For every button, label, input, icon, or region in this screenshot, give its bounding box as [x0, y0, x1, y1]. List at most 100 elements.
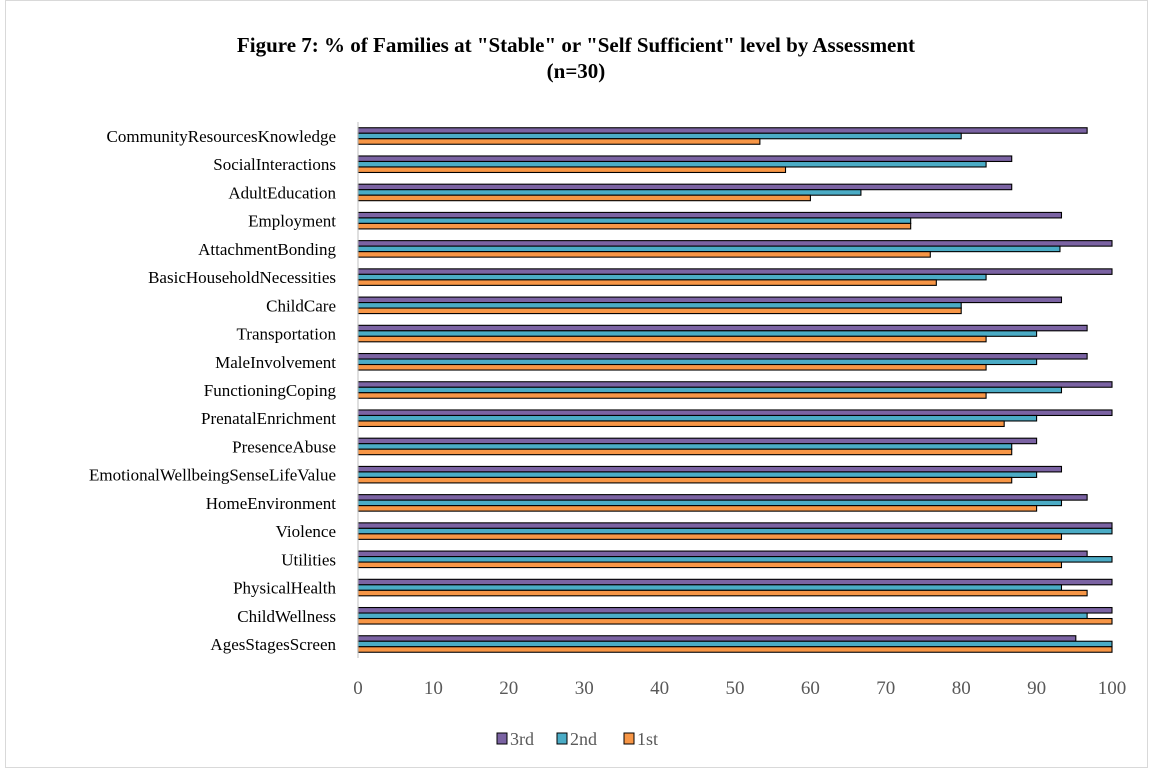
bar-physicalhealth-3rd [357, 578, 1113, 586]
bar-basichouseholdnecessities-1st [357, 279, 937, 286]
bar-violence-3rd [357, 522, 1113, 529]
bar-maleinvolvement-2nd [357, 358, 1038, 366]
bar-basichouseholdnecessities-2nd [357, 273, 987, 281]
bar-childcare-1st [357, 307, 962, 315]
bar-utilities-2nd [357, 556, 1113, 563]
bar-transportation-2nd [357, 330, 1038, 337]
bar-physicalhealth-1st [357, 589, 1088, 597]
x-tick-label-10: 10 [424, 678, 443, 699]
category-labels: CommunityResourcesKnowledge SocialInterac… [89, 127, 336, 654]
category-label-violence: Violence [276, 522, 336, 541]
bar-transportation-3rd [357, 324, 1088, 332]
bar-prenatalenrichment-3rd [357, 409, 1113, 417]
bar-adulteducation-3rd [357, 183, 1013, 191]
bar-childcare-2nd [357, 302, 962, 309]
x-tick-label-50: 50 [726, 678, 745, 699]
category-label-physicalhealth: PhysicalHealth [233, 579, 336, 598]
legend-swatch-3rd [496, 732, 508, 745]
bar-communityresourcesknowledge-1st [357, 138, 761, 145]
bar-childwellness-3rd [357, 606, 1113, 614]
x-tick-labels: 0 10 20 30 40 50 60 70 80 90 100 [353, 678, 1126, 699]
legend-label-1st: 1st [637, 729, 658, 749]
category-label-communityresourcesknowledge: CommunityResourcesKnowledge [107, 127, 336, 146]
category-label-basichouseholdnecessities: BasicHouseholdNecessities [148, 268, 336, 287]
bar-maleinvolvement-1st [357, 363, 987, 371]
bar-emotionalwellbeingsenselifevalue-2nd [357, 471, 1038, 478]
bar-prenatalenrichment-2nd [357, 414, 1038, 422]
legend-swatch-1st [623, 732, 635, 745]
bars-group [357, 127, 1113, 653]
x-tick-label-30: 30 [575, 678, 594, 699]
category-label-employment: Employment [248, 212, 336, 231]
legend-swatch-2nd [556, 732, 568, 745]
bar-violence-1st [357, 533, 1063, 540]
category-label-maleinvolvement: MaleInvolvement [215, 353, 336, 372]
bar-basichouseholdnecessities-3rd [357, 268, 1113, 275]
legend-label-3rd: 3rd [510, 729, 534, 749]
category-label-functioningcoping: FunctioningCoping [204, 381, 337, 400]
bar-childwellness-1st [357, 617, 1113, 625]
bar-agesstagesscreen-2nd [357, 640, 1113, 648]
bar-attachmentbonding-3rd [357, 240, 1113, 247]
category-label-utilities: Utilities [281, 550, 336, 569]
category-label-homeenvironment: HomeEnvironment [206, 494, 337, 513]
bar-communityresourcesknowledge-2nd [357, 132, 962, 140]
category-label-socialinteractions: SocialInteractions [213, 155, 336, 174]
category-label-transportation: Transportation [237, 325, 337, 344]
category-label-agesstagesscreen: AgesStagesScreen [210, 635, 336, 654]
bar-functioningcoping-3rd [357, 381, 1113, 388]
x-tick-label-20: 20 [499, 678, 518, 699]
bar-socialinteractions-2nd [357, 160, 987, 168]
bar-prenatalenrichment-1st [357, 420, 1005, 428]
chart-title-line1: Figure 7: % of Families at "Stable" or "… [236, 33, 916, 57]
x-tick-label-70: 70 [876, 678, 895, 699]
bar-physicalhealth-2nd [357, 584, 1063, 591]
bar-functioningcoping-2nd [357, 386, 1063, 394]
category-label-presenceabuse: PresenceAbuse [232, 437, 336, 456]
x-tick-label-0: 0 [353, 678, 363, 699]
x-tick-label-40: 40 [650, 678, 669, 699]
x-tick-label-100: 100 [1098, 678, 1127, 699]
bar-homeenvironment-3rd [357, 494, 1088, 501]
bar-employment-3rd [357, 211, 1063, 219]
bar-maleinvolvement-3rd [357, 352, 1088, 360]
category-label-childcare: ChildCare [266, 296, 336, 315]
bar-childcare-3rd [357, 296, 1063, 304]
bar-presenceabuse-3rd [357, 437, 1038, 445]
bar-emotionalwellbeingsenselifevalue-1st [357, 476, 1013, 484]
bar-attachmentbonding-1st [357, 251, 931, 258]
bar-transportation-1st [357, 335, 987, 343]
bar-socialinteractions-1st [357, 166, 787, 174]
chart-title-line2: (n=30) [546, 59, 606, 83]
chart-title: Figure 7: % of Families at "Stable" or "… [0, 32, 1152, 84]
bar-socialinteractions-3rd [357, 155, 1013, 163]
category-label-adulteducation: AdultEducation [228, 183, 336, 202]
bar-communityresourcesknowledge-3rd [357, 127, 1088, 134]
legend-label-2nd: 2nd [570, 729, 597, 749]
bar-childwellness-2nd [357, 612, 1088, 620]
bar-functioningcoping-1st [357, 392, 987, 399]
bar-presenceabuse-1st [357, 448, 1013, 456]
category-label-emotionalwellbeingsenselifevalue: EmotionalWellbeingSenseLifeValue [89, 466, 336, 485]
bar-violence-2nd [357, 527, 1113, 535]
bar-employment-1st [357, 222, 912, 230]
bar-homeenvironment-1st [357, 505, 1038, 512]
category-label-prenatalenrichment: PrenatalEnrichment [201, 409, 336, 428]
bar-homeenvironment-2nd [357, 499, 1063, 507]
bar-emotionalwellbeingsenselifevalue-3rd [357, 465, 1063, 473]
bar-employment-2nd [357, 217, 912, 224]
legend: 3rd 2nd 1st [496, 729, 658, 749]
bar-agesstagesscreen-1st [357, 646, 1113, 653]
bar-adulteducation-2nd [357, 189, 862, 196]
bar-presenceabuse-2nd [357, 443, 1013, 450]
category-label-attachmentbonding: AttachmentBonding [198, 240, 336, 259]
x-tick-label-80: 80 [952, 678, 971, 699]
category-label-childwellness: ChildWellness [237, 607, 336, 626]
bar-attachmentbonding-2nd [357, 245, 1061, 253]
bar-utilities-1st [357, 561, 1063, 569]
bar-agesstagesscreen-3rd [357, 635, 1077, 642]
bar-adulteducation-1st [357, 194, 811, 202]
x-tick-label-60: 60 [801, 678, 820, 699]
bar-utilities-3rd [357, 550, 1088, 558]
